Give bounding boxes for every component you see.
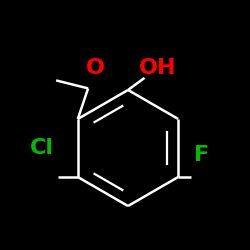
Text: F: F (194, 145, 210, 165)
Text: OH: OH (139, 58, 177, 78)
Text: Cl: Cl (30, 138, 54, 158)
Text: O: O (86, 58, 104, 78)
